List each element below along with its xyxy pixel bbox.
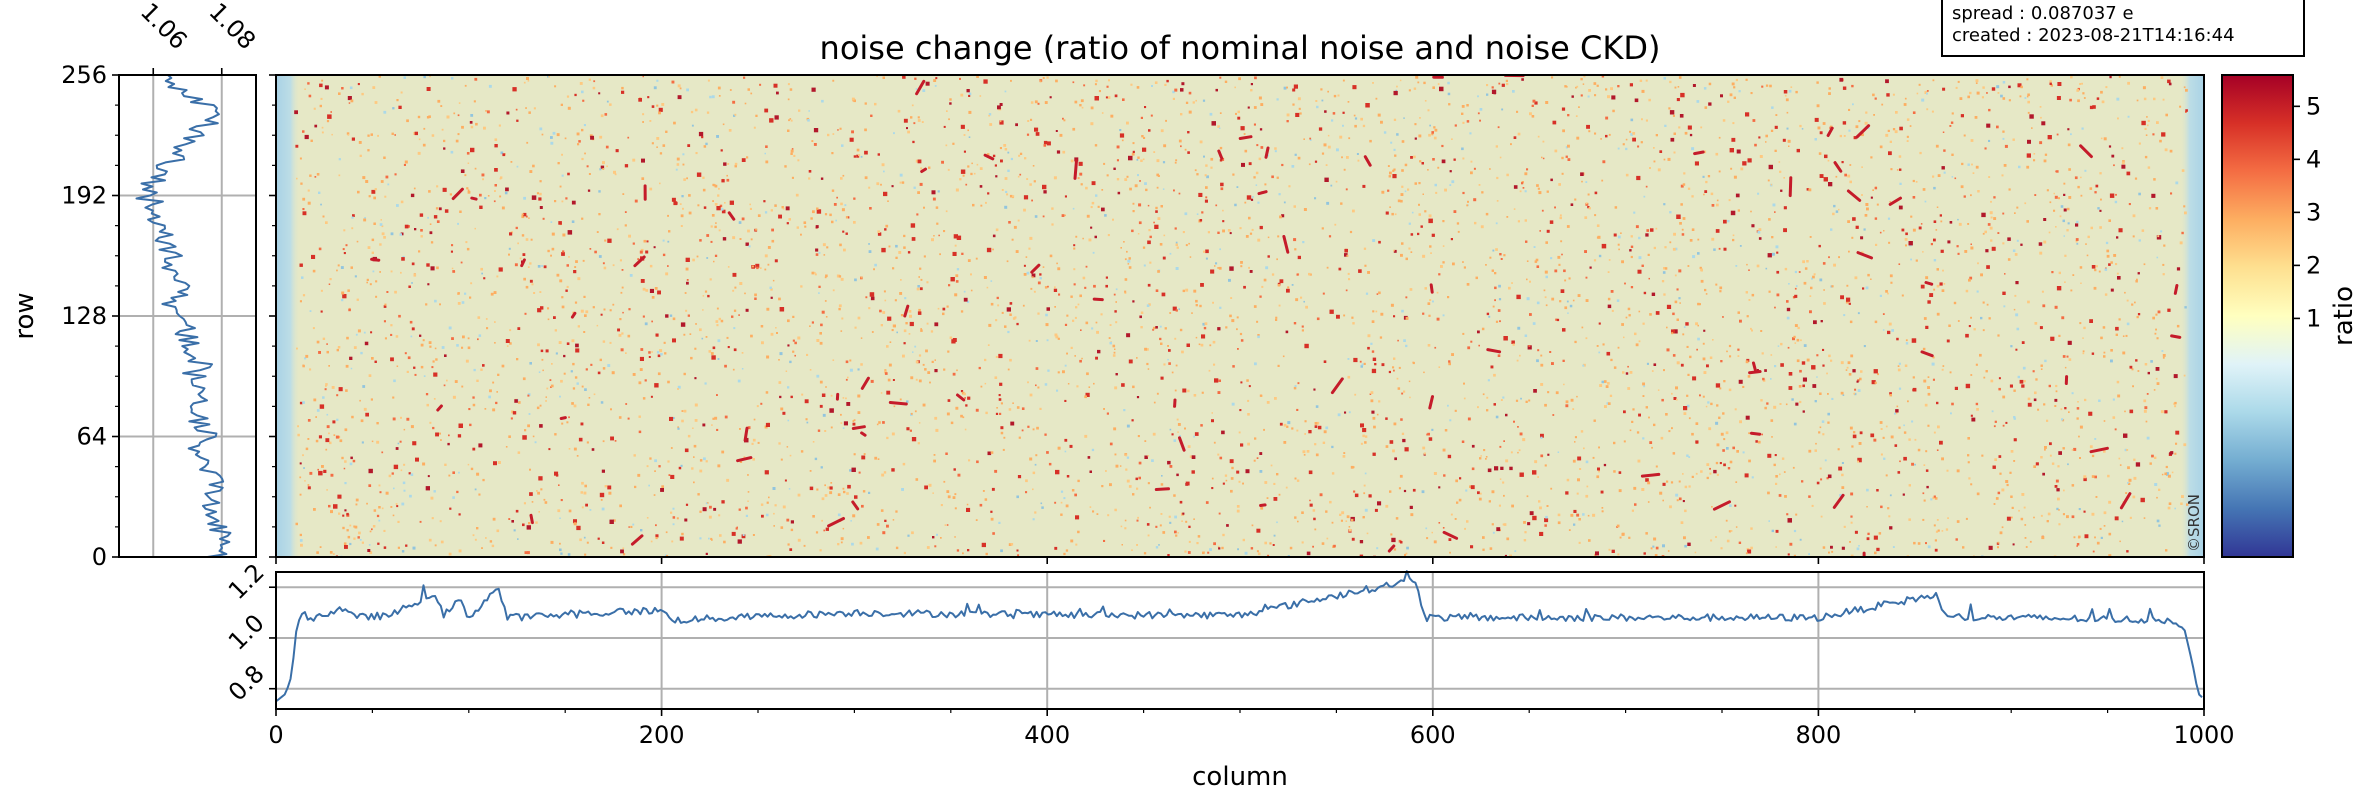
colorbar-tick-label: 5: [2306, 92, 2321, 120]
column-profile-y-tick-label: 0.8: [223, 660, 270, 707]
column-axis-label: column: [1192, 762, 1288, 792]
row-profile-x-tick-label: 1.06: [135, 0, 193, 55]
column-profile-x-tick-label: 400: [1024, 721, 1070, 749]
colorbar: 1 2 3 4 5 ratio: [2221, 74, 2359, 558]
row-profile-panel: 1.06 1.08 0 64 128 192 256 row: [10, 0, 261, 571]
colorbar-tick-label: 3: [2306, 198, 2321, 226]
row-profile-x-tick-label: 1.08: [204, 0, 262, 55]
row-profile-y-tick-label: 192: [61, 182, 107, 210]
column-profile-x-tick-label: 600: [1410, 721, 1456, 749]
row-profile-y-tick-label: 0: [92, 543, 107, 571]
heatmap-panel: ©SRON: [269, 74, 2205, 558]
colorbar-tick-label: 1: [2306, 304, 2321, 332]
colorbar-tick-label: 2: [2306, 251, 2321, 279]
heatmap-y-ticks: [269, 74, 276, 558]
colorbar-tick-label: 4: [2306, 145, 2321, 173]
colorbar-label: ratio: [2329, 286, 2359, 346]
heatmap-left-edge: [276, 75, 300, 557]
info-box: spread : 0.087037 e created : 2023-08-21…: [1941, 0, 2305, 57]
info-created: created : 2023-08-21T14:16:44: [1952, 25, 2235, 46]
heatmap-noise-pixels: [294, 75, 2189, 557]
column-profile-line: [275, 570, 2203, 703]
chart-title: noise change (ratio of nominal noise and…: [820, 29, 1661, 67]
heatmap-background: [276, 75, 2204, 557]
row-profile-line: [135, 74, 232, 558]
row-axis-label: row: [10, 292, 40, 339]
row-profile-y-tick-label: 256: [61, 61, 107, 89]
colorbar-gradient: [2222, 75, 2293, 557]
colorbar-frame: [2221, 74, 2294, 558]
column-profile-x-tick-label: 1000: [2173, 721, 2234, 749]
sron-watermark: ©SRON: [2185, 494, 2203, 552]
column-profile-x-tick-label: 800: [1795, 721, 1841, 749]
column-profile-panel: 0 200 400 600 800 1000 0.81.01.2 column: [223, 557, 2235, 792]
column-profile-y-tick-label: 1.2: [223, 558, 270, 605]
row-profile-y-tick-label: 128: [61, 302, 107, 330]
column-profile-y-tick-label: 1.0: [223, 609, 270, 656]
info-spread: spread : 0.087037 e: [1952, 3, 2134, 24]
column-profile-x-tick-label: 200: [639, 721, 685, 749]
heatmap-right-edge: [2180, 75, 2204, 557]
column-profile-x-tick-label: 0: [268, 721, 283, 749]
row-profile-y-tick-label: 64: [76, 423, 107, 451]
